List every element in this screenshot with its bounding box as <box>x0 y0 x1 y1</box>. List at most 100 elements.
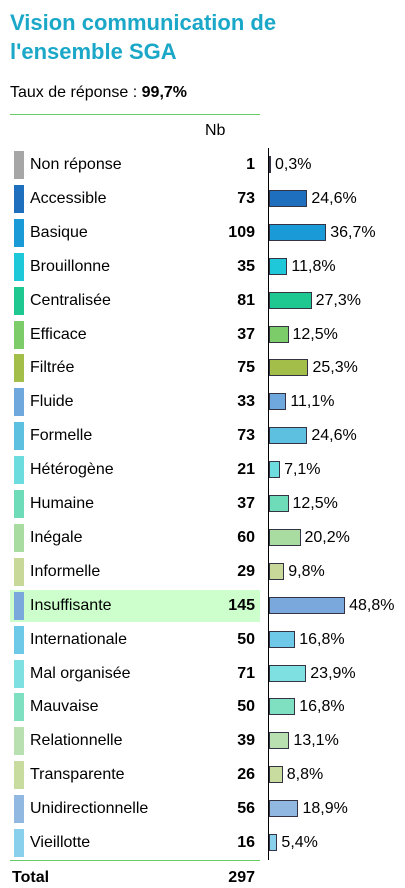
value-label: 27,3% <box>315 291 361 309</box>
category-label: Humaine <box>30 495 95 512</box>
count: 29 <box>237 562 255 580</box>
row: Basique 109 36,7% <box>0 216 405 250</box>
value-label: 8,8% <box>286 766 324 784</box>
count: 50 <box>237 630 255 648</box>
row: Centralisée 81 27,3% <box>0 284 405 318</box>
total: 297 <box>228 869 255 886</box>
row: Non réponse 1 0,3% <box>0 148 405 182</box>
row: Brouillonne 35 11,8% <box>0 250 405 284</box>
row: Fluide 33 11,1% <box>0 385 405 419</box>
category-label: Informelle <box>30 562 101 580</box>
color-swatch <box>14 490 24 518</box>
value-label: 13,1% <box>293 732 339 750</box>
subtitle: Taux de réponse : 99,7% <box>10 84 187 102</box>
row: Vieillotte 16 5,4% <box>0 826 405 860</box>
color-swatch <box>14 286 24 315</box>
bar <box>269 189 308 207</box>
category-label: Accessible <box>30 189 107 207</box>
bar <box>269 664 307 682</box>
count: 37 <box>237 325 255 343</box>
category-label: Inégale <box>30 528 83 546</box>
count: 145 <box>228 596 255 614</box>
category-label: Fluide <box>30 393 74 411</box>
row: Transparente 26 8,8% <box>0 758 405 792</box>
color-swatch <box>14 218 24 247</box>
baseline <box>268 148 269 860</box>
count: 16 <box>237 834 255 851</box>
category-label: Vieillotte <box>30 834 91 851</box>
color-swatch <box>14 761 24 790</box>
bar <box>269 698 296 716</box>
bar <box>269 359 309 377</box>
divider <box>10 114 260 115</box>
row: Hétérogène 21 7,1% <box>0 453 405 487</box>
count: 50 <box>237 698 255 716</box>
color-swatch <box>14 320 24 349</box>
count: 60 <box>237 528 255 546</box>
category-label: Insuffisante <box>30 596 112 614</box>
value-label: 23,9% <box>310 664 356 682</box>
count-header: Nb <box>205 122 226 139</box>
count: 75 <box>237 359 255 377</box>
value-label: 11,1% <box>290 393 335 411</box>
color-swatch <box>14 557 24 586</box>
color-swatch <box>14 388 24 417</box>
count: 71 <box>237 664 255 682</box>
category-label: Efficace <box>30 325 87 343</box>
value-label: 36,7% <box>330 223 376 241</box>
bar <box>269 156 271 173</box>
row: Relationnelle 39 13,1% <box>0 724 405 758</box>
row: Inégale 60 20,2% <box>0 521 405 555</box>
value-label: 18,9% <box>302 800 348 818</box>
count: 39 <box>237 732 255 750</box>
category-label: Brouillonne <box>30 257 111 275</box>
row: Informelle 29 9,8% <box>0 555 405 589</box>
value-label: 24,6% <box>311 427 357 445</box>
category-label: Centralisée <box>30 291 111 309</box>
row: Insuffisante 145 48,8% <box>0 589 405 623</box>
value-label: 16,8% <box>299 630 345 648</box>
row: Mal organisée 71 23,9% <box>0 657 405 691</box>
row: Internationale 50 16,8% <box>0 623 405 657</box>
count: 35 <box>237 257 255 275</box>
value-label: 16,8% <box>299 698 345 716</box>
value-label: 25,3% <box>312 359 358 377</box>
value-label: 48,8% <box>349 596 395 614</box>
bar <box>269 325 289 343</box>
value-label: 12,5% <box>292 495 338 512</box>
value-label: 11,8% <box>291 257 336 275</box>
value-label: 7,1% <box>284 461 321 479</box>
bar <box>269 800 299 818</box>
bar <box>269 427 308 445</box>
color-swatch <box>14 693 24 722</box>
total-label: Total <box>12 869 50 886</box>
row: Unidirectionnelle 56 18,9% <box>0 792 405 826</box>
bar <box>269 766 283 784</box>
color-swatch <box>14 659 24 688</box>
bar <box>269 291 312 309</box>
bar <box>269 223 327 241</box>
color-swatch <box>14 151 24 179</box>
category-label: Basique <box>30 223 88 241</box>
value-label: 24,6% <box>311 189 357 207</box>
row: Accessible 73 24,6% <box>0 182 405 216</box>
count: 73 <box>237 189 255 207</box>
color-swatch <box>14 354 24 383</box>
color-swatch <box>14 829 24 857</box>
bar <box>269 528 301 546</box>
highlight <box>10 589 260 622</box>
category-label: Mal organisée <box>30 664 131 682</box>
count: 81 <box>237 291 255 309</box>
color-swatch <box>14 252 24 281</box>
category-label: Internationale <box>30 630 127 648</box>
bar <box>269 834 278 851</box>
count: 33 <box>237 393 255 411</box>
row: Humaine 37 12,5% <box>0 487 405 521</box>
bar <box>269 596 346 614</box>
bar <box>269 393 287 411</box>
row: Filtrée 75 25,3% <box>0 351 405 385</box>
color-swatch <box>14 456 24 485</box>
color-swatch <box>14 591 24 620</box>
response-label: Taux de réponse : <box>10 84 138 101</box>
